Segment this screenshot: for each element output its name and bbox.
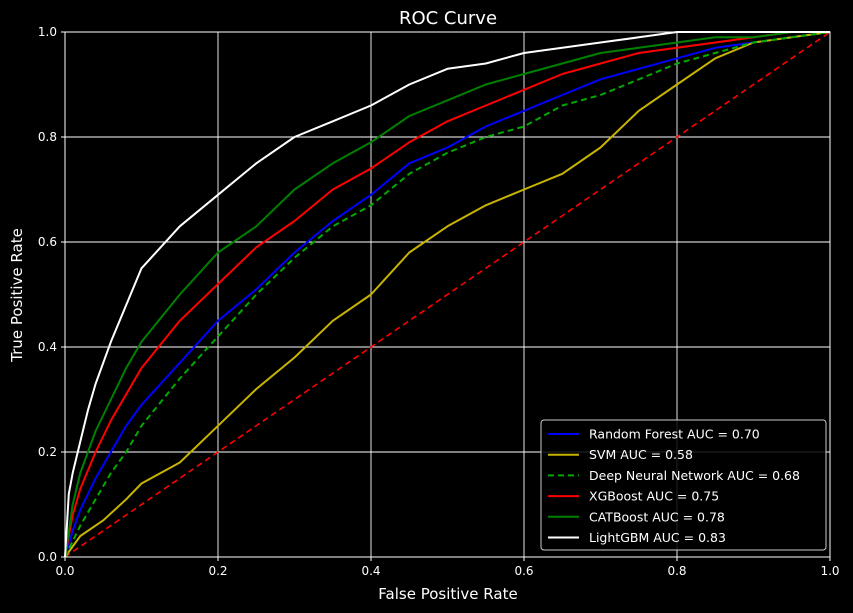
y-tick-label: 0.2 <box>38 445 57 459</box>
legend-label-1: SVM AUC = 0.58 <box>589 447 693 462</box>
legend-box <box>540 419 827 551</box>
legend-label-2: Deep Neural Network AUC = 0.68 <box>589 468 800 483</box>
x-tick-label: 0.6 <box>514 564 533 578</box>
y-tick-label: 0.8 <box>38 130 57 144</box>
y-tick-label: 0.6 <box>38 235 57 249</box>
y-tick-label: 1.0 <box>38 25 57 39</box>
legend-label-5: LightGBM AUC = 0.83 <box>589 530 726 545</box>
series-line-5 <box>64 31 830 558</box>
series-line-1 <box>64 31 831 558</box>
chart-title: ROC Curve <box>399 8 497 29</box>
series-line-4 <box>64 31 830 558</box>
chance-reference-line <box>64 31 831 558</box>
x-tick-label: 1.0 <box>820 564 839 578</box>
series-layer <box>64 31 831 558</box>
y-axis-title: True Positive Rate <box>8 228 26 363</box>
legend-label-3: XGBoost AUC = 0.75 <box>589 489 719 504</box>
x-tick-label: 0.2 <box>208 564 227 578</box>
y-tick-label: 0.4 <box>38 340 57 354</box>
x-tick-label: 0.8 <box>667 564 686 578</box>
plot-frame <box>64 31 831 558</box>
legend: Random Forest AUC = 0.70 SVM AUC = 0.58 De… <box>540 419 827 551</box>
series-line-0 <box>64 31 831 558</box>
tick-labels: 0.0 0.2 0.4 0.6 0.8 1.0 0.0 0.2 0.4 0.6 0.8 1.0 <box>38 25 840 578</box>
y-tick-label: 0.0 <box>38 550 57 564</box>
legend-label-0: Random Forest AUC = 0.70 <box>589 427 760 442</box>
x-tick-label: 0.0 <box>55 564 74 578</box>
x-axis-title: False Positive Rate <box>378 585 517 603</box>
x-tick-label: 0.4 <box>361 564 380 578</box>
series-line-3 <box>64 31 830 558</box>
legend-label-4: CATBoost AUC = 0.78 <box>589 509 725 524</box>
